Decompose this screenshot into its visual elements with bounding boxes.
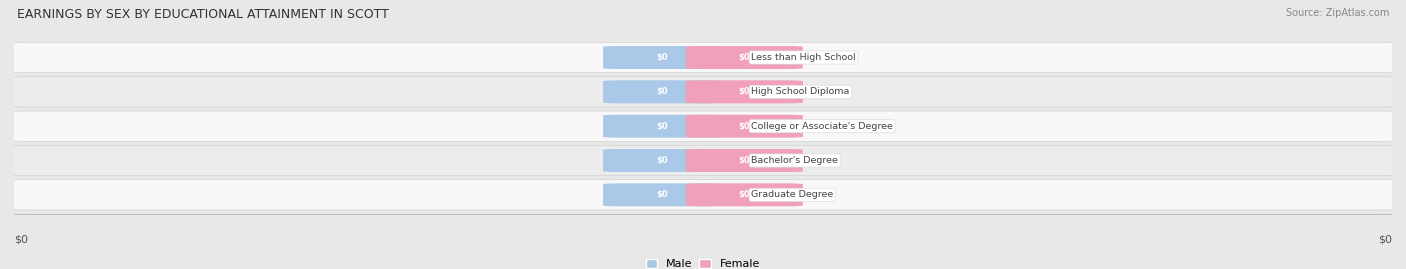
FancyBboxPatch shape — [686, 183, 803, 206]
Text: College or Associate's Degree: College or Associate's Degree — [751, 122, 893, 131]
Legend: Male, Female: Male, Female — [647, 259, 759, 269]
FancyBboxPatch shape — [686, 46, 803, 69]
Text: $0: $0 — [738, 53, 751, 62]
FancyBboxPatch shape — [0, 180, 1406, 210]
Text: $0: $0 — [738, 156, 751, 165]
Text: EARNINGS BY SEX BY EDUCATIONAL ATTAINMENT IN SCOTT: EARNINGS BY SEX BY EDUCATIONAL ATTAINMEN… — [17, 8, 388, 21]
FancyBboxPatch shape — [603, 80, 720, 103]
Text: $0: $0 — [738, 87, 751, 96]
FancyBboxPatch shape — [686, 149, 803, 172]
Text: Graduate Degree: Graduate Degree — [751, 190, 834, 199]
FancyBboxPatch shape — [686, 80, 803, 103]
FancyBboxPatch shape — [603, 46, 720, 69]
Text: $0: $0 — [655, 122, 668, 131]
FancyBboxPatch shape — [603, 115, 720, 138]
Text: $0: $0 — [738, 190, 751, 199]
FancyBboxPatch shape — [0, 111, 1406, 141]
Text: Bachelor's Degree: Bachelor's Degree — [751, 156, 838, 165]
Text: $0: $0 — [738, 122, 751, 131]
FancyBboxPatch shape — [603, 183, 720, 206]
Text: $0: $0 — [655, 190, 668, 199]
FancyBboxPatch shape — [0, 146, 1406, 176]
FancyBboxPatch shape — [603, 149, 720, 172]
FancyBboxPatch shape — [686, 115, 803, 138]
FancyBboxPatch shape — [0, 77, 1406, 107]
Text: Source: ZipAtlas.com: Source: ZipAtlas.com — [1285, 8, 1389, 18]
FancyBboxPatch shape — [0, 43, 1406, 73]
Text: $0: $0 — [1378, 235, 1392, 245]
Text: $0: $0 — [655, 53, 668, 62]
Text: $0: $0 — [14, 235, 28, 245]
Text: $0: $0 — [655, 87, 668, 96]
Text: High School Diploma: High School Diploma — [751, 87, 849, 96]
Text: Less than High School: Less than High School — [751, 53, 856, 62]
Text: $0: $0 — [655, 156, 668, 165]
